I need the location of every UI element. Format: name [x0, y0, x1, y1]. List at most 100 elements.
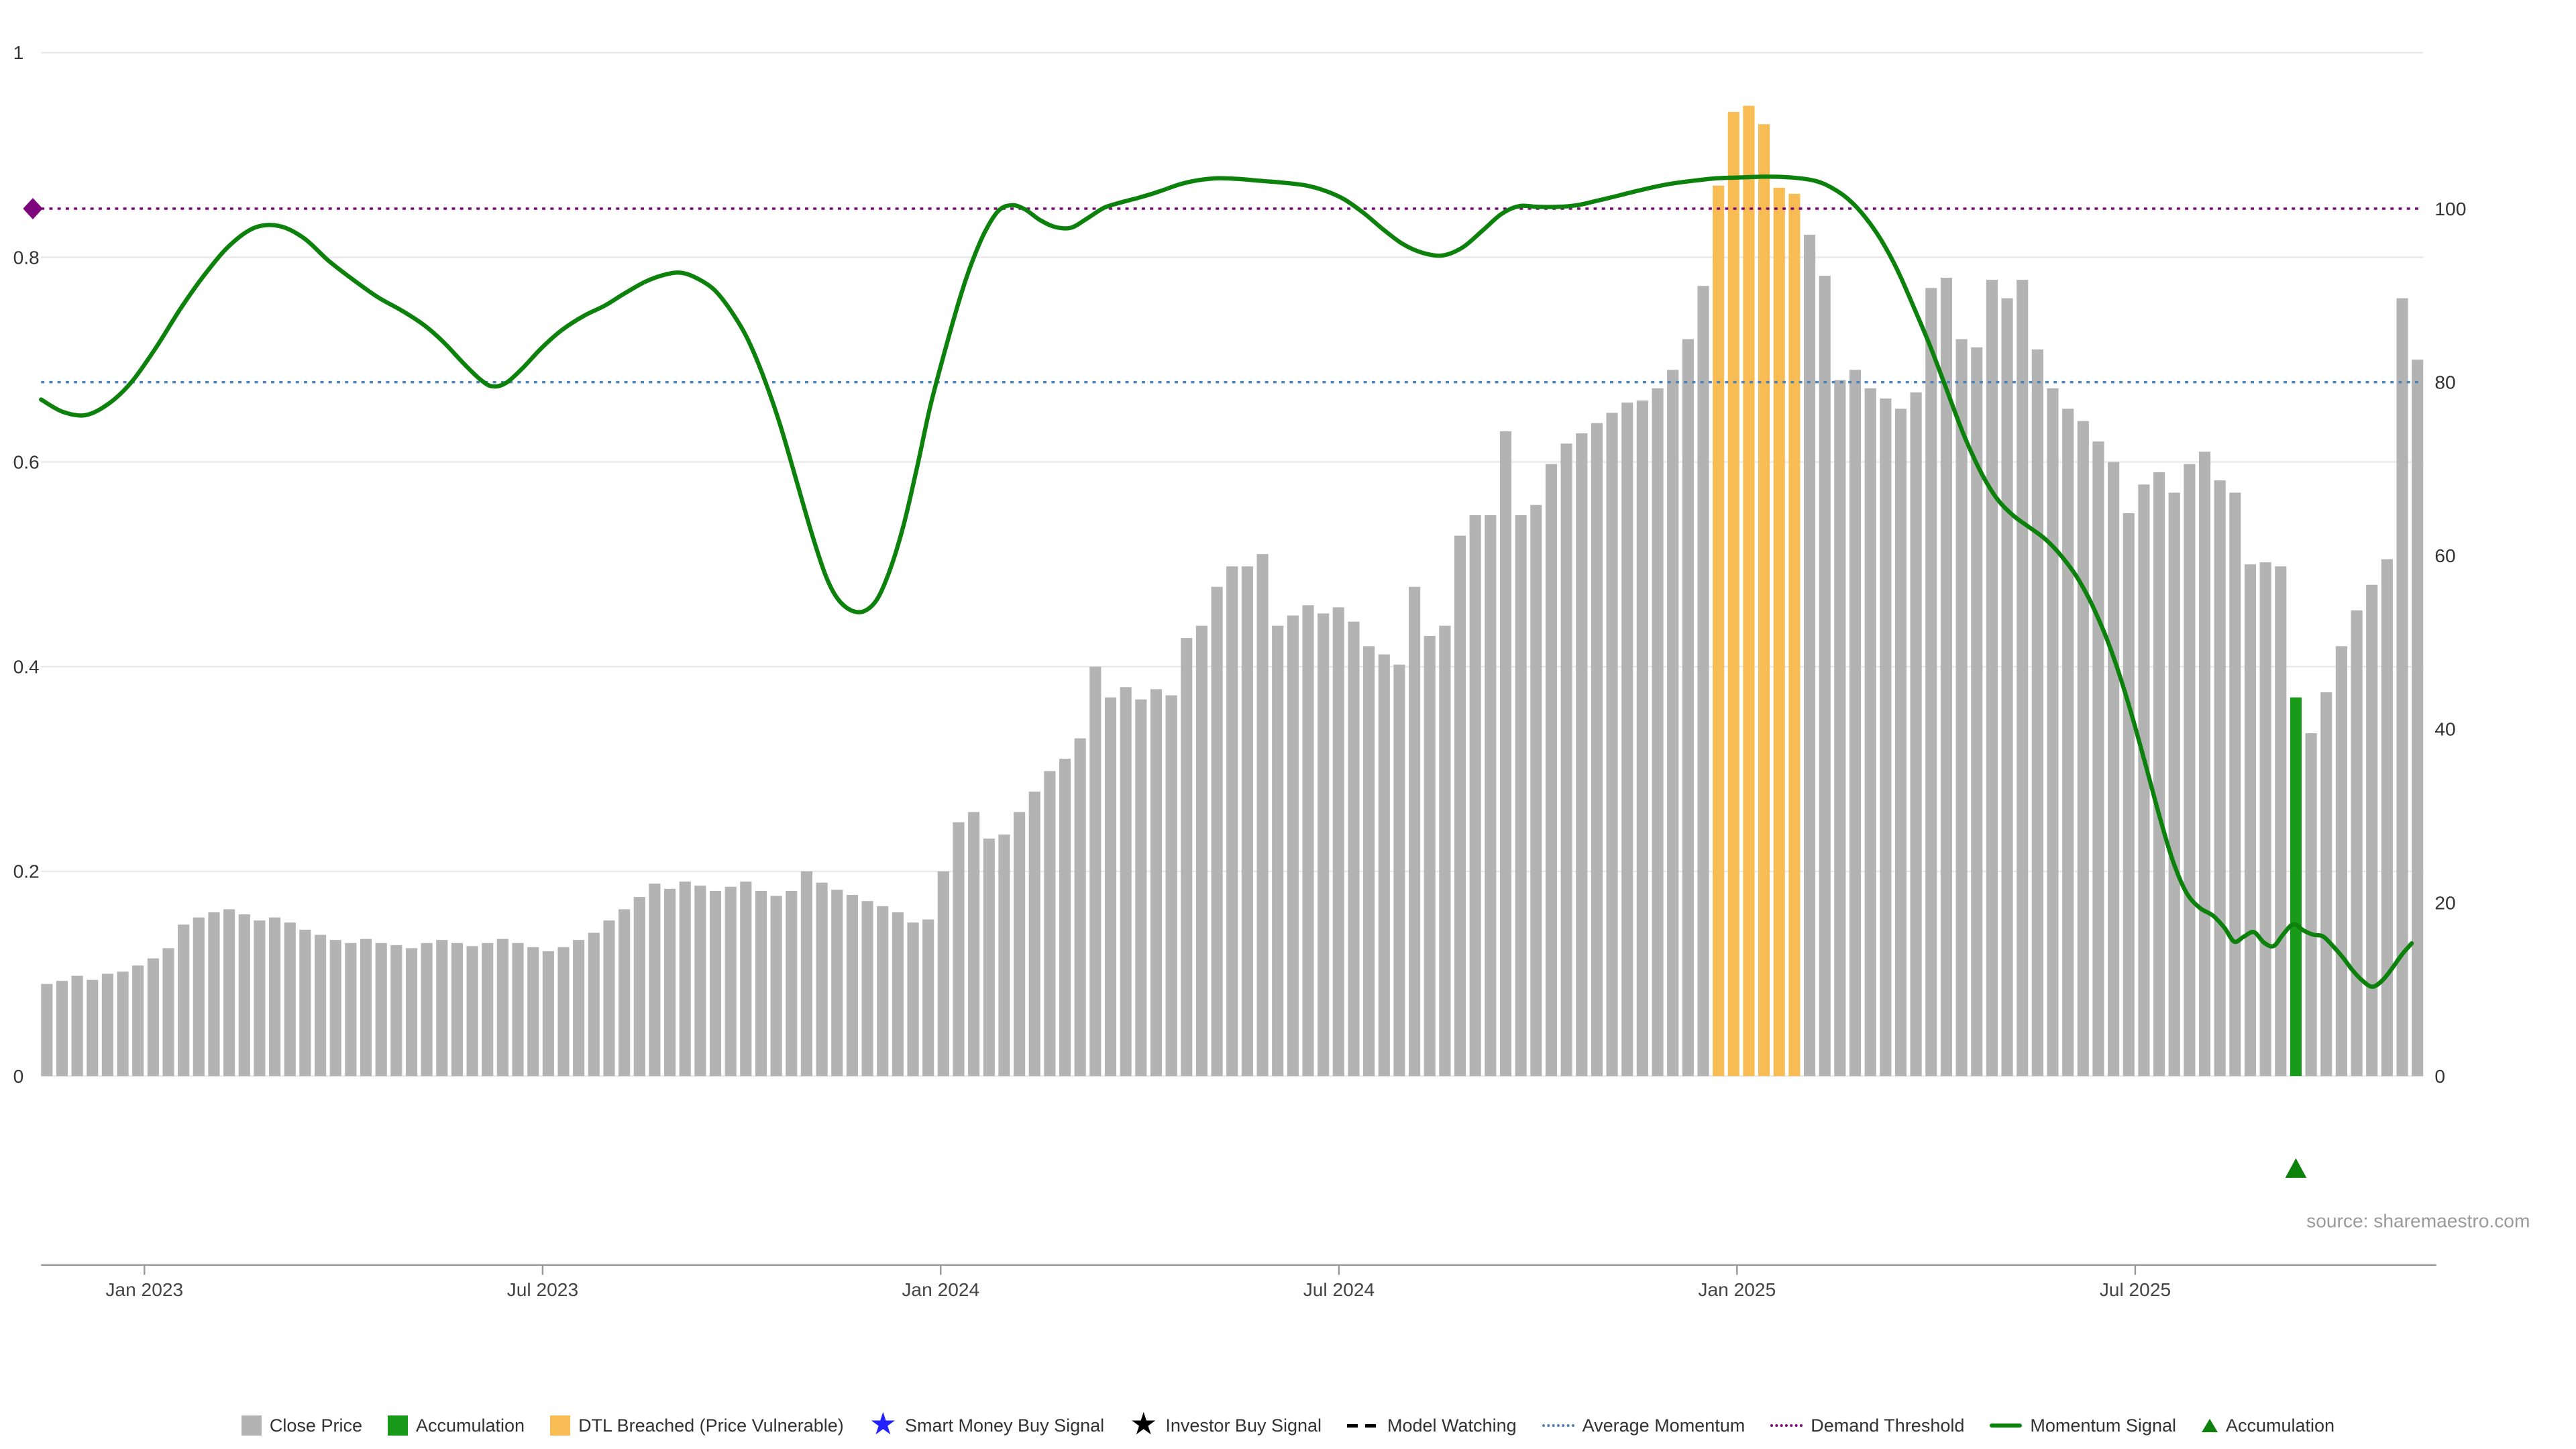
- close-price-bar: [2366, 584, 2378, 1077]
- close-price-bar: [1044, 771, 1056, 1077]
- close-price-bar: [2047, 388, 2059, 1077]
- close-price-bar: [1226, 566, 1238, 1077]
- close-price-bar: [2320, 692, 2332, 1077]
- close-price-bar: [1849, 370, 1862, 1077]
- close-price-bar: [2092, 441, 2104, 1077]
- chart-legend: Close Price Accumulation DTL Breached (Pri…: [0, 1408, 2576, 1442]
- close-price-bar: [2259, 562, 2271, 1077]
- x-axis-tick-label: Jul 2025: [2100, 1279, 2171, 1300]
- close-price-bar: [1636, 400, 1648, 1077]
- dtl-breached-bar: [1758, 124, 1770, 1077]
- dtl-breached-bar: [1713, 185, 1725, 1077]
- close-price-bar: [1560, 443, 1572, 1077]
- right-axis-tick-label: 60: [2434, 545, 2455, 566]
- close-price-bar: [1667, 370, 1679, 1077]
- square-swatch-icon: [550, 1415, 571, 1436]
- legend-label: Demand Threshold: [1811, 1415, 1965, 1436]
- close-price-bar: [1302, 605, 1314, 1077]
- close-price-bar: [831, 890, 843, 1077]
- legend-item-momentum-signal[interactable]: Momentum Signal: [1990, 1415, 2176, 1436]
- close-price-bar: [436, 940, 448, 1077]
- close-price-bar: [968, 812, 980, 1077]
- close-price-bar: [877, 906, 889, 1077]
- legend-item-demand-threshold[interactable]: Demand Threshold: [1770, 1415, 1964, 1436]
- close-price-bar: [1530, 504, 1542, 1077]
- close-price-bar: [603, 920, 615, 1077]
- close-price-bar: [1880, 398, 1892, 1077]
- close-price-bar: [786, 890, 798, 1077]
- close-price-bar: [770, 896, 782, 1077]
- legend-label: Model Watching: [1387, 1415, 1517, 1436]
- close-price-bar: [1910, 392, 1922, 1077]
- demand-threshold-diamond-icon: [23, 198, 43, 219]
- close-price-bar: [724, 886, 737, 1077]
- close-price-bar: [1545, 464, 1558, 1077]
- dtl-breached-bar: [1788, 193, 1801, 1077]
- legend-item-investor-buy-signal[interactable]: ★ Investor Buy Signal: [1130, 1408, 1322, 1439]
- close-price-bar: [1409, 586, 1421, 1077]
- close-price-bar: [2335, 646, 2347, 1077]
- close-price-bar: [2198, 451, 2211, 1077]
- legend-label: Accumulation: [415, 1415, 525, 1436]
- close-price-bar: [451, 943, 463, 1077]
- close-price-bar: [1150, 689, 1163, 1077]
- close-price-bar: [1135, 699, 1147, 1077]
- close-price-bar: [816, 882, 828, 1077]
- close-price-bar: [1074, 738, 1086, 1077]
- close-price-bar: [1181, 638, 1193, 1077]
- x-axis: Jan 2023 Jul 2023 Jan 2024 Jul 2024 Jan 2025…: [41, 1264, 2436, 1300]
- right-axis-tick-label: 40: [2434, 719, 2455, 740]
- close-price-bar: [1120, 687, 1132, 1077]
- close-price-bar: [1834, 380, 1846, 1077]
- close-price-bar: [709, 890, 722, 1077]
- close-price-bar: [2017, 280, 2029, 1077]
- close-price-bar: [1318, 613, 1330, 1077]
- close-price-bar: [482, 943, 494, 1077]
- legend-item-average-momentum[interactable]: Average Momentum: [1542, 1415, 1746, 1436]
- close-price-bars: [41, 105, 2424, 1077]
- legend-item-smart-money-buy-signal[interactable]: ★ Smart Money Buy Signal: [869, 1408, 1104, 1439]
- close-price-bar: [1287, 615, 1299, 1077]
- close-price-bar: [1059, 759, 1071, 1077]
- close-price-bar: [87, 979, 99, 1077]
- legend-label: Average Momentum: [1582, 1415, 1746, 1436]
- legend-item-accumulation[interactable]: Accumulation: [2201, 1415, 2334, 1436]
- x-axis-tick-label: Jan 2023: [105, 1279, 183, 1300]
- close-price-bar: [1986, 280, 1998, 1077]
- close-price-bar: [922, 919, 934, 1077]
- close-price-bar: [588, 932, 600, 1077]
- close-price-bar: [2184, 464, 2196, 1077]
- close-price-bar: [1499, 431, 1512, 1077]
- legend-item-accumulation[interactable]: Accumulation: [387, 1415, 525, 1436]
- legend-item-close-price[interactable]: Close Price: [241, 1415, 362, 1436]
- close-price-bar: [664, 888, 676, 1077]
- legend-label: DTL Breached (Price Vulnerable): [578, 1415, 844, 1436]
- close-price-bar: [2062, 409, 2074, 1077]
- close-price-bar: [649, 883, 661, 1077]
- legend-item-dtl-breached-price-vulnerable[interactable]: DTL Breached (Price Vulnerable): [550, 1415, 844, 1436]
- right-axis-labels: 0 20 40 60 80 100: [2434, 199, 2466, 1087]
- close-price-bar: [1454, 535, 1466, 1077]
- close-price-bar: [1515, 515, 1527, 1077]
- close-price-bar: [2214, 480, 2226, 1077]
- close-price-bar: [1014, 812, 1026, 1077]
- close-price-bar: [1864, 388, 1876, 1077]
- dotted-swatch-icon: [1542, 1424, 1574, 1427]
- left-axis-labels: 0 0.2 0.4 0.6 0.8 1: [13, 42, 40, 1087]
- close-price-bar: [861, 901, 873, 1077]
- close-price-bar: [983, 839, 995, 1077]
- left-axis-tick-label: 0.8: [13, 247, 40, 268]
- close-price-bar: [937, 871, 949, 1077]
- close-price-bar: [1925, 288, 1937, 1077]
- close-price-bar: [1393, 664, 1405, 1077]
- close-price-bar: [1652, 388, 1664, 1077]
- close-price-bar: [2123, 513, 2135, 1077]
- legend-item-model-watching[interactable]: Model Watching: [1347, 1415, 1517, 1436]
- close-price-bar: [1104, 697, 1117, 1077]
- close-price-bar: [178, 924, 190, 1077]
- close-price-bar: [2351, 610, 2363, 1077]
- close-price-bar: [1028, 791, 1040, 1077]
- close-price-bar: [1195, 625, 1208, 1077]
- dotted-swatch-icon: [1770, 1424, 1803, 1427]
- close-price-bar: [117, 971, 129, 1077]
